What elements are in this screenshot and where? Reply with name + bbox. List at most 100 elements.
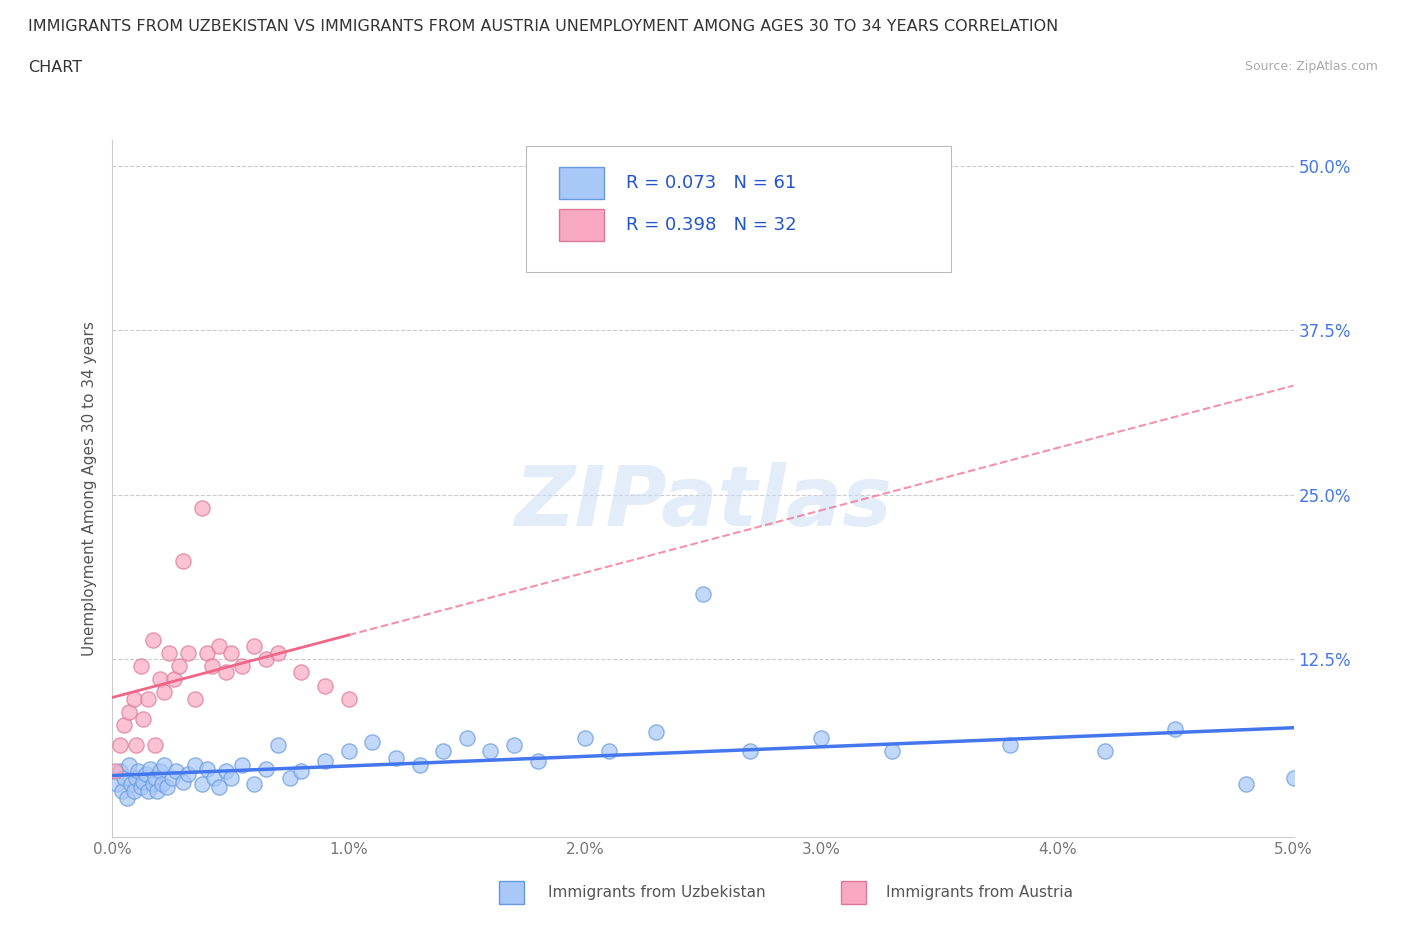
Text: R = 0.398   N = 32: R = 0.398 N = 32	[626, 217, 797, 234]
Point	[142, 777, 165, 791]
Point	[127, 764, 149, 778]
Point	[111, 783, 134, 798]
Point	[1094, 744, 1116, 759]
Point	[160, 770, 183, 785]
Point	[149, 764, 172, 778]
Text: Immigrants from Uzbekistan: Immigrants from Uzbekistan	[548, 885, 766, 900]
Point	[118, 757, 141, 772]
Point	[132, 711, 155, 726]
Point	[136, 691, 159, 706]
Point	[142, 632, 165, 647]
Point	[503, 737, 526, 752]
Y-axis label: Unemployment Among Ages 30 to 34 years: Unemployment Among Ages 30 to 34 years	[82, 321, 97, 656]
Point	[129, 658, 152, 673]
Point	[208, 639, 231, 654]
Point	[195, 761, 218, 776]
Point	[108, 737, 131, 752]
Point	[129, 779, 152, 794]
Point	[191, 777, 214, 791]
Point	[153, 684, 176, 699]
Point	[231, 658, 253, 673]
Point	[1164, 722, 1187, 737]
Point	[118, 705, 141, 720]
Point	[150, 777, 173, 791]
Point	[112, 718, 135, 733]
Point	[125, 770, 148, 785]
Point	[201, 658, 224, 673]
Point	[191, 500, 214, 515]
Point	[1282, 770, 1305, 785]
Text: Immigrants from Austria: Immigrants from Austria	[886, 885, 1073, 900]
Point	[456, 731, 478, 746]
Point	[125, 737, 148, 752]
Point	[208, 779, 231, 794]
Point	[290, 665, 312, 680]
Point	[165, 764, 187, 778]
FancyBboxPatch shape	[560, 167, 603, 199]
Point	[219, 770, 242, 785]
Point	[243, 777, 266, 791]
FancyBboxPatch shape	[560, 209, 603, 241]
Point	[215, 665, 238, 680]
Point	[215, 764, 238, 778]
Point	[479, 744, 502, 759]
Point	[177, 645, 200, 660]
Point	[1234, 777, 1257, 791]
Point	[267, 645, 290, 660]
Point	[120, 777, 142, 791]
Point	[219, 645, 242, 660]
Point	[105, 777, 128, 791]
Point	[143, 737, 166, 752]
Point	[880, 744, 903, 759]
Point	[156, 779, 179, 794]
Point	[337, 744, 360, 759]
Point	[810, 731, 832, 746]
Point	[172, 553, 194, 568]
Point	[122, 691, 145, 706]
Point	[385, 751, 408, 765]
FancyBboxPatch shape	[499, 881, 524, 904]
Point	[112, 770, 135, 785]
FancyBboxPatch shape	[841, 881, 866, 904]
Point	[254, 761, 277, 776]
Point	[337, 691, 360, 706]
Point	[139, 761, 162, 776]
Point	[254, 652, 277, 667]
FancyBboxPatch shape	[526, 147, 950, 272]
Point	[574, 731, 596, 746]
Point	[290, 764, 312, 778]
Point	[163, 671, 186, 686]
Point	[314, 678, 336, 693]
Point	[115, 790, 138, 805]
Point	[644, 724, 666, 739]
Point	[361, 735, 384, 750]
Point	[136, 783, 159, 798]
Text: ZIPatlas: ZIPatlas	[515, 461, 891, 543]
Point	[153, 757, 176, 772]
Point	[104, 764, 127, 778]
Point	[278, 770, 301, 785]
Point	[146, 783, 169, 798]
Point	[408, 757, 430, 772]
Point	[998, 737, 1021, 752]
Point	[172, 775, 194, 790]
Point	[526, 753, 548, 768]
Point	[108, 764, 131, 778]
Point	[598, 744, 620, 759]
Text: R = 0.073   N = 61: R = 0.073 N = 61	[626, 175, 796, 193]
Point	[167, 658, 190, 673]
Point	[132, 775, 155, 790]
Point	[202, 770, 225, 785]
Point	[184, 757, 207, 772]
Point	[432, 744, 454, 759]
Point	[157, 645, 180, 660]
Point	[692, 586, 714, 601]
Point	[243, 639, 266, 654]
Point	[149, 671, 172, 686]
Point	[177, 766, 200, 781]
Text: Source: ZipAtlas.com: Source: ZipAtlas.com	[1244, 60, 1378, 73]
Point	[231, 757, 253, 772]
Point	[740, 744, 762, 759]
Point	[267, 737, 290, 752]
Point	[135, 766, 157, 781]
